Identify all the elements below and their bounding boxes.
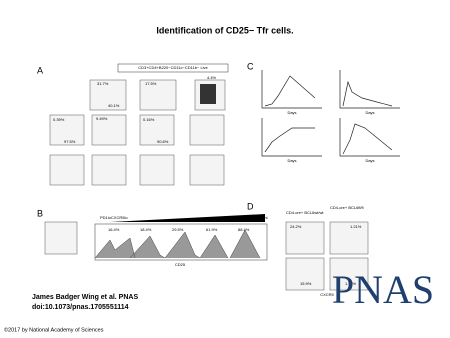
flow-plot bbox=[44, 221, 78, 255]
gate-label: CD3+CD4+B220−CD11c−CD11b− Live bbox=[138, 65, 208, 70]
pct: 17.5% bbox=[145, 81, 157, 86]
header: CD4-cre+ BCL6fl/fl bbox=[330, 205, 364, 210]
pct: 29.5% bbox=[172, 227, 184, 232]
axis-label: Days bbox=[365, 158, 374, 163]
copyright: ©2017 by National Academy of Sciences bbox=[4, 326, 104, 333]
line-plots bbox=[261, 70, 400, 157]
flow-plots bbox=[285, 221, 369, 291]
panel-label: A bbox=[37, 65, 43, 75]
axis-label: Days bbox=[287, 158, 296, 163]
panel-label: D bbox=[247, 201, 254, 211]
pct: 0.39% bbox=[53, 117, 65, 122]
pct: 18.4% bbox=[140, 227, 152, 232]
header: CD4-cre+ BCL6wt/wt bbox=[286, 210, 324, 215]
flow-plots bbox=[49, 79, 226, 186]
pct: 1.21% bbox=[350, 224, 362, 229]
pct: 4.4% bbox=[207, 75, 217, 80]
pct: 31.7% bbox=[97, 81, 109, 86]
panel-label: C bbox=[247, 61, 254, 71]
axis-label: Days bbox=[365, 110, 374, 115]
citation-doi: doi:10.1073/pnas.1705551114 bbox=[32, 304, 129, 311]
axis-label: CXCR5 bbox=[320, 292, 334, 297]
pct: 61.9% bbox=[206, 227, 218, 232]
pct: 88.4% bbox=[238, 227, 250, 232]
axis-label: CD25 bbox=[175, 262, 186, 267]
histogram-frame bbox=[94, 223, 268, 261]
pct: 40.1% bbox=[108, 103, 120, 108]
citation-authors: James Badger Wing et al. PNAS bbox=[32, 294, 138, 301]
pct: 15.9% bbox=[300, 281, 312, 286]
header: PD1loCXCR5lo bbox=[100, 215, 128, 220]
pct: 24.2% bbox=[290, 224, 302, 229]
axis-label: Days bbox=[287, 110, 296, 115]
pct: 9.49% bbox=[96, 116, 108, 121]
title: Identification of CD25− Tfr cells. bbox=[156, 25, 293, 35]
pct: 16.4% bbox=[108, 227, 120, 232]
histograms bbox=[94, 229, 261, 259]
pct: 0.16% bbox=[143, 117, 155, 122]
pct: 90.6% bbox=[157, 139, 169, 144]
panel-label: B bbox=[37, 208, 43, 218]
logo: PNAS bbox=[332, 267, 434, 312]
pct: 1.11% bbox=[345, 281, 356, 286]
header: PD1hiCXCR5hi bbox=[240, 215, 268, 220]
gradient-wedge bbox=[110, 214, 265, 222]
gate-box bbox=[117, 63, 229, 73]
pct: 97.5% bbox=[64, 139, 76, 144]
